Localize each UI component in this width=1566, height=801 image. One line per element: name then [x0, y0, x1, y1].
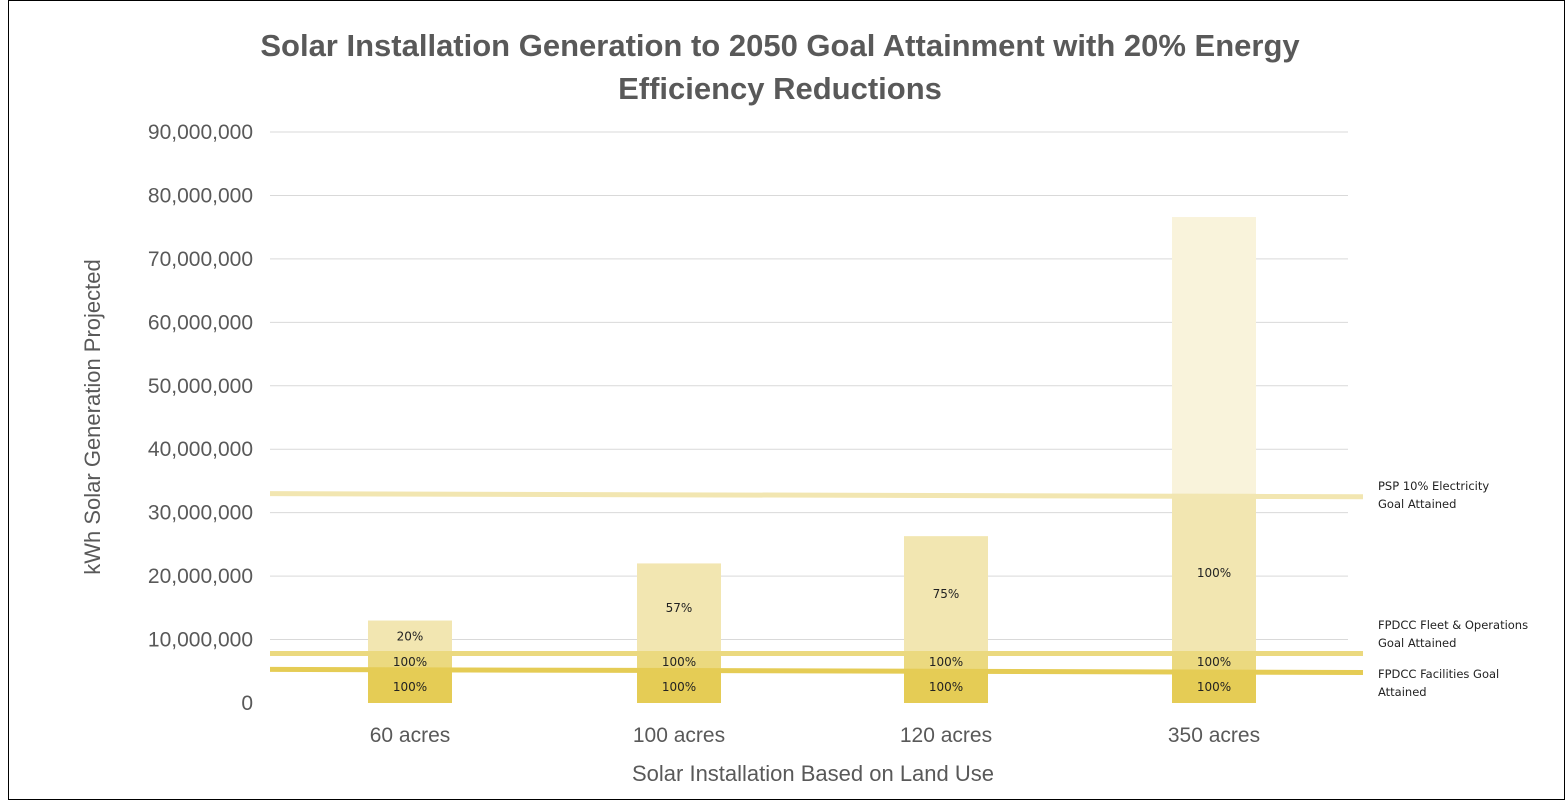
goal-line-label: FPDCC Fleet & Operations — [1378, 618, 1528, 632]
goal-line — [269, 666, 1364, 676]
bar-segment-label: 100% — [1197, 566, 1231, 580]
bar-segment — [637, 671, 721, 703]
chart-frame — [8, 0, 1565, 800]
y-tick-label: 60,000,000 — [148, 311, 253, 334]
bar-segment-label: 100% — [393, 655, 427, 669]
y-axis-tick-labels: 0 10,000,000 20,000,000 30,000,000 40,000,00… — [148, 121, 253, 715]
x-tick-label: 60 acres — [370, 724, 451, 747]
y-tick-label: 70,000,000 — [148, 248, 253, 271]
y-tick-label: 10,000,000 — [148, 629, 253, 652]
x-axis-tick-labels: 60 acres 100 acres 120 acres 350 acres — [370, 724, 1260, 747]
bar-segment — [904, 652, 988, 672]
y-tick-label: 90,000,000 — [148, 121, 253, 144]
x-tick-label: 100 acres — [633, 724, 725, 747]
x-axis-title: Solar Installation Based on Land Use — [632, 761, 994, 786]
bar-segment — [904, 671, 988, 703]
bar-segment — [637, 652, 721, 672]
bar-segment — [368, 620, 452, 653]
bar-segment — [637, 563, 721, 653]
chart-title: Solar Installation Generation to 2050 Go… — [260, 28, 1300, 106]
bar-segment — [368, 652, 452, 672]
bar-segment — [1172, 652, 1256, 672]
bars — [368, 217, 1256, 703]
goal-line — [269, 491, 1364, 500]
y-tick-label: 30,000,000 — [148, 502, 253, 525]
chart-title-line-1: Solar Installation Generation to 2050 Go… — [260, 28, 1300, 63]
goal-line-label: FPDCC Facilities Goal — [1378, 667, 1499, 681]
bar-segment-label: 100% — [662, 680, 696, 694]
bar-segment-labels: 100% 100% 20% 100% 100% 57% 100% 100% 75% 100% 100… — [393, 566, 1231, 694]
bar-segment — [368, 671, 452, 703]
bar-segment-label: 100% — [1197, 655, 1231, 669]
goal-line-label: Attained — [1378, 685, 1427, 699]
bar-segment-label: 75% — [933, 587, 960, 601]
bar-segment-label: 20% — [397, 629, 424, 643]
y-axis-title: kWh Solar Generation Projected — [80, 259, 105, 575]
x-tick-label: 120 acres — [900, 724, 992, 747]
chart-title-line-2: Efficiency Reductions — [618, 71, 942, 106]
goal-line-label: Goal Attained — [1378, 636, 1456, 650]
goal-line-label: PSP 10% Electricity — [1378, 479, 1489, 493]
bar-segment-label: 100% — [929, 655, 963, 669]
bar-segment-label: 100% — [929, 680, 963, 694]
bar-segment-label: 100% — [393, 680, 427, 694]
y-tick-label: 40,000,000 — [148, 438, 253, 461]
bar-segment — [1172, 217, 1256, 494]
bar-segment — [904, 536, 988, 653]
y-tick-label: 0 — [241, 692, 253, 715]
y-tick-label: 20,000,000 — [148, 565, 253, 588]
bar-segment-label: 100% — [1197, 680, 1231, 694]
goal-reference-lines: PSP 10% Electricity Goal Attained FPDCC Fl… — [269, 479, 1528, 699]
goal-line-label: Goal Attained — [1378, 497, 1456, 511]
y-tick-label: 80,000,000 — [148, 184, 253, 207]
bar-segment-label: 57% — [666, 601, 693, 615]
bar-segment — [1172, 493, 1256, 653]
x-tick-label: 350 acres — [1168, 724, 1260, 747]
y-tick-label: 50,000,000 — [148, 375, 253, 398]
bar-segment-label: 100% — [662, 655, 696, 669]
bar-segment — [1172, 671, 1256, 703]
